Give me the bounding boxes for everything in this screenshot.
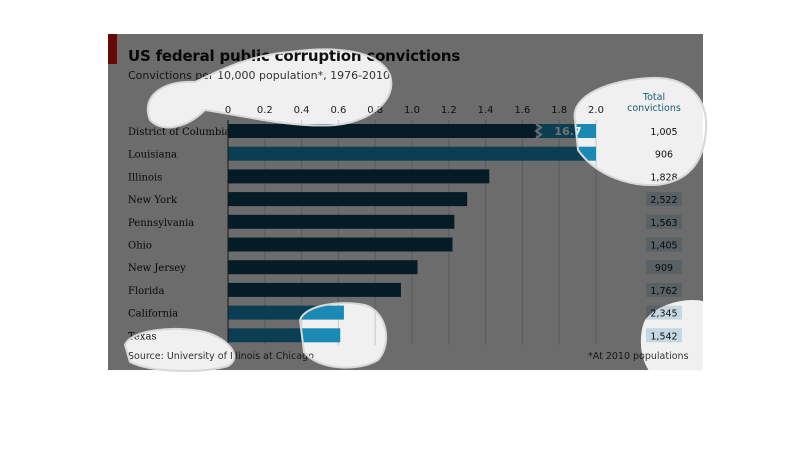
total-value: 1,563 [650, 218, 677, 229]
total-value: 1,762 [650, 286, 677, 297]
category-label: Louisiana [128, 150, 177, 161]
x-tick-label: 1.2 [441, 105, 457, 116]
x-tick-label: 2.0 [588, 105, 604, 116]
total-value: 1,005 [650, 127, 677, 138]
total-value: 906 [655, 150, 673, 161]
x-tick-label: 0 [225, 105, 231, 116]
total-value: 2,522 [650, 195, 677, 206]
x-tick-label: 0.8 [367, 105, 383, 116]
total-value: 2,345 [650, 309, 677, 320]
category-label: New Jersey [128, 263, 186, 274]
data-label: 16.7 [554, 125, 581, 138]
category-label: Ohio [128, 241, 152, 252]
x-tick-label: 0.2 [257, 105, 273, 116]
x-tick-label: 0.6 [330, 105, 346, 116]
bar [228, 169, 490, 184]
category-label: Texas [128, 331, 157, 342]
category-label: Florida [128, 286, 165, 297]
x-tick-label: 1.4 [478, 105, 494, 116]
bar [228, 146, 596, 161]
category-label: New York [128, 195, 178, 206]
category-label: Pennsylvania [128, 218, 194, 229]
x-tick-label: 1.8 [551, 105, 567, 116]
total-value: 909 [655, 263, 673, 274]
category-label: District of Columbia [128, 127, 230, 138]
x-tick-label: 1.0 [404, 105, 420, 116]
bar [228, 192, 468, 207]
bar [228, 282, 401, 297]
x-tick-label: 1.6 [514, 105, 530, 116]
bar [228, 305, 344, 320]
category-label: Illinois [128, 172, 162, 183]
total-value: 1,828 [650, 172, 677, 183]
bar [228, 328, 341, 343]
x-tick-label: 0.4 [294, 105, 310, 116]
bar [228, 260, 418, 275]
total-value: 1,542 [650, 331, 677, 342]
bar [228, 214, 455, 229]
category-label: California [128, 309, 178, 320]
total-value: 1,405 [650, 241, 677, 252]
bar [228, 237, 453, 252]
